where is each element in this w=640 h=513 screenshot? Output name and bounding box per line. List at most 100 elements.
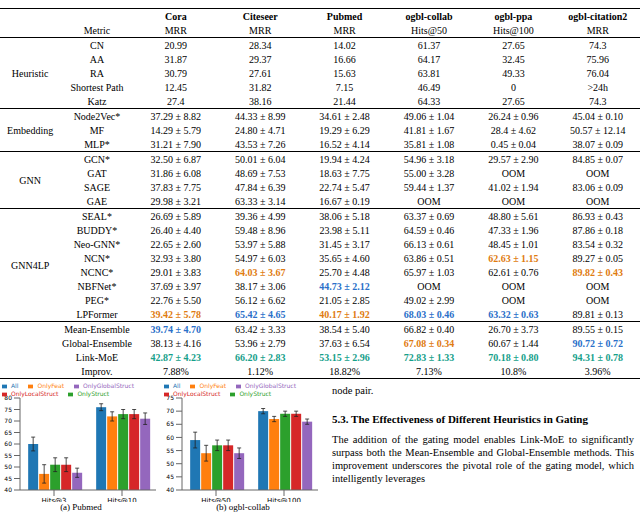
svg-text:Hits@100: Hits@100	[267, 497, 301, 502]
html-text:7.15: 7.15	[335, 81, 354, 93]
svg-text:Hits@10: Hits@10	[107, 497, 137, 502]
html-text:63.81: 63.81	[417, 67, 441, 79]
html-text:38.07 ± 0.09: 38.07 ± 0.09	[572, 138, 623, 150]
html-text:16.52 ± 4.14: 16.52 ± 4.14	[319, 138, 370, 150]
html-text:32.50 ± 6.87: 32.50 ± 6.87	[150, 153, 202, 165]
svg-text:75: 75	[166, 394, 174, 401]
html-text:31.82: 31.82	[249, 81, 272, 93]
html-text:MF: MF	[89, 124, 105, 136]
svg-text:Hits@50: Hits@50	[201, 497, 231, 502]
html-text:16.66: 16.66	[333, 53, 356, 65]
html-text:Hits@50: Hits@50	[411, 24, 447, 36]
html-text:12.45: 12.45	[164, 81, 188, 93]
html-text:MRR: MRR	[333, 24, 356, 36]
svg-text:60: 60	[8, 440, 12, 447]
svg-text:45: 45	[8, 475, 12, 482]
html-text:>24h: >24h	[587, 81, 609, 93]
html-text:37.29 ± 8.82: 37.29 ± 8.82	[150, 110, 202, 122]
html-text:84.85 ± 0.07: 84.85 ± 0.07	[572, 153, 623, 165]
html-text:ogbl-ppa: ogbl-ppa	[494, 10, 533, 22]
html-text:CN: CN	[90, 39, 104, 51]
html-text:29.37: 29.37	[249, 53, 272, 65]
html-text:0.45 ± 0.04: 0.45 ± 0.04	[490, 138, 537, 150]
html-text:Node2Vec*: Node2Vec*	[73, 110, 121, 122]
html-text:41.81 ± 1.67: 41.81 ± 1.67	[403, 124, 455, 136]
html-text:Pubmed: Pubmed	[326, 10, 363, 22]
html-text:50.57 ± 12.14: 50.57 ± 12.14	[570, 124, 626, 136]
html-text:Metric: Metric	[83, 24, 111, 36]
svg-text:55: 55	[8, 452, 12, 459]
html-text:MLP*: MLP*	[84, 138, 110, 150]
html-text:MRR: MRR	[249, 24, 272, 36]
svg-text:50: 50	[166, 460, 174, 467]
html-text:20.99: 20.99	[164, 39, 188, 51]
html-text:43.53 ± 7.26: 43.53 ± 7.26	[235, 138, 286, 150]
html-text:Cora: Cora	[165, 10, 187, 22]
html-text:74.3: 74.3	[589, 39, 607, 51]
html-text:15.63: 15.63	[333, 67, 356, 79]
svg-text:65: 65	[166, 420, 174, 427]
svg-text:45: 45	[166, 473, 174, 480]
html-text:19.29 ± 6.29: 19.29 ± 6.29	[319, 124, 370, 136]
html-text:61.37: 61.37	[417, 39, 441, 51]
html-text:Citeseer: Citeseer	[242, 10, 278, 22]
svg-text:40: 40	[166, 486, 174, 493]
html-text:21.44: 21.44	[333, 95, 356, 107]
html-text:46.49: 46.49	[417, 81, 441, 93]
html-text:RA: RA	[90, 67, 104, 79]
html-text:ogbl-collab: ogbl-collab	[405, 10, 453, 22]
html-text:76.04: 76.04	[586, 67, 609, 79]
html-text:Embedding: Embedding	[7, 124, 54, 136]
html-text:64.17: 64.17	[417, 53, 441, 65]
html-text:14.29 ± 5.79: 14.29 ± 5.79	[150, 124, 202, 136]
html-text:64.33: 64.33	[417, 95, 441, 107]
html-text:24.80 ± 4.71: 24.80 ± 4.71	[235, 124, 286, 136]
svg-text:80: 80	[8, 394, 12, 401]
html-text:35.81 ± 1.08: 35.81 ± 1.08	[403, 138, 455, 150]
html-text:AA: AA	[89, 53, 105, 65]
html-text:MRR: MRR	[164, 24, 187, 36]
svg-text:60: 60	[166, 434, 174, 441]
html-text:28.34: 28.34	[249, 39, 272, 51]
svg-text:50: 50	[8, 463, 12, 470]
html-text:30.79: 30.79	[164, 67, 188, 79]
html-text:32.45: 32.45	[502, 53, 525, 65]
html-text:27.4: 27.4	[167, 95, 185, 107]
html-text:54.96 ± 3.18: 54.96 ± 3.18	[403, 153, 455, 165]
html-text:44.33 ± 8.99: 44.33 ± 8.99	[235, 110, 286, 122]
html-text:Katz: Katz	[87, 95, 107, 107]
html-text:74.3: 74.3	[589, 95, 607, 107]
html-text:GCN*: GCN*	[83, 153, 110, 165]
html-text:49.33: 49.33	[502, 67, 525, 79]
svg-text:Hits@3: Hits@3	[41, 497, 66, 502]
html-text:27.65: 27.65	[502, 39, 525, 51]
html-text:49.06 ± 1.04: 49.06 ± 1.04	[403, 110, 455, 122]
svg-text:70: 70	[166, 407, 174, 414]
html-text:ogbl-citation2: ogbl-citation2	[568, 10, 628, 22]
html-text:MRR: MRR	[586, 24, 609, 36]
svg-text:70: 70	[8, 417, 12, 424]
html-text:75.96: 75.96	[586, 53, 609, 65]
html-text:45.04 ± 0.10: 45.04 ± 0.10	[572, 110, 623, 122]
html-text:Shortest Path: Shortest Path	[70, 81, 124, 93]
svg-text:75: 75	[8, 406, 12, 413]
html-text:31.87: 31.87	[164, 53, 188, 65]
html-text:GNN: GNN	[19, 174, 41, 186]
svg-text:65: 65	[8, 429, 12, 436]
html-text:27.65: 27.65	[502, 95, 525, 107]
html-text:Hits@100: Hits@100	[492, 24, 534, 36]
html-text:34.61 ± 2.48: 34.61 ± 2.48	[319, 110, 370, 122]
html-text:Heuristic: Heuristic	[11, 67, 49, 79]
html-text:28.4 ± 4.62: 28.4 ± 4.62	[490, 124, 537, 136]
html-text:27.61: 27.61	[249, 67, 272, 79]
svg-text:55: 55	[166, 447, 174, 454]
html-text:19.94 ± 4.24: 19.94 ± 4.24	[319, 153, 370, 165]
html-text:The addition of the gating mod: The addition of the gating model enables…	[332, 434, 634, 484]
html-text:50.01 ± 6.04: 50.01 ± 6.04	[235, 153, 286, 165]
html-text:26.24 ± 0.96: 26.24 ± 0.96	[488, 110, 539, 122]
svg-text:40: 40	[8, 486, 12, 493]
html-text:29.57 ± 2.90: 29.57 ± 2.90	[488, 153, 539, 165]
html-text:14.02: 14.02	[333, 39, 356, 51]
html-text:31.21 ± 7.90: 31.21 ± 7.90	[150, 138, 202, 150]
html-text:38.16: 38.16	[249, 95, 272, 107]
